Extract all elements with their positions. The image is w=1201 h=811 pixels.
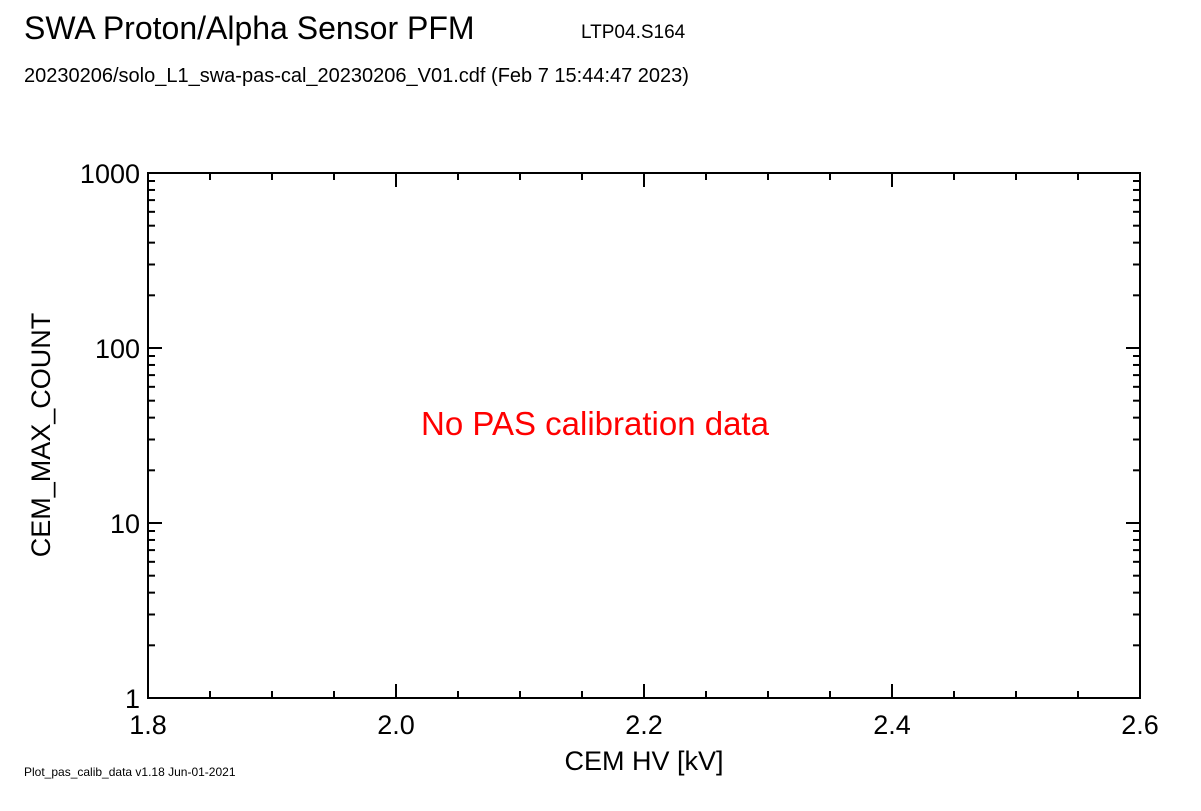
plot-tag: LTP04.S164 — [581, 22, 686, 43]
footer-version: Plot_pas_calib_data v1.18 Jun-01-2021 — [24, 765, 236, 779]
x-tick-label: 2.6 — [1121, 710, 1159, 740]
x-tick-label: 2.0 — [377, 710, 415, 740]
y-axis-label: CEM_MAX_COUNT — [26, 313, 56, 558]
x-tick-label: 2.2 — [625, 710, 663, 740]
x-axis-label: CEM HV [kV] — [564, 746, 723, 776]
plot-subtitle: 20230206/solo_L1_swa-pas-cal_20230206_V0… — [24, 65, 689, 87]
y-tick-label: 10 — [110, 509, 140, 539]
y-tick-label: 100 — [95, 334, 140, 364]
x-tick-label: 1.8 — [129, 710, 167, 740]
plot-title: SWA Proton/Alpha Sensor PFM — [24, 10, 475, 46]
y-tick-label: 1000 — [80, 159, 140, 189]
y-tick-label: 1 — [125, 684, 140, 714]
x-tick-label: 2.4 — [873, 710, 911, 740]
no-data-annotation: No PAS calibration data — [421, 405, 770, 442]
